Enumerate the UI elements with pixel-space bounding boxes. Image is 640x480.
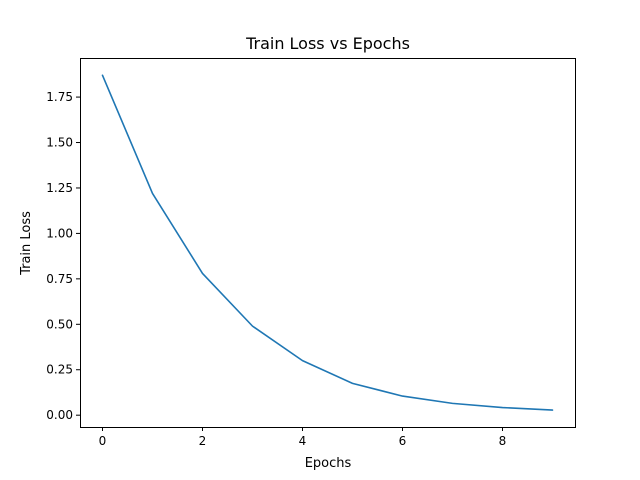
y-tick-label: 0.50 [46, 317, 73, 331]
x-axis-ticks: 0 2 4 6 8 [99, 427, 507, 448]
x-tick-label: 2 [199, 434, 207, 448]
y-tick-label: 1.75 [46, 90, 73, 104]
y-tick-label: 0.25 [46, 363, 73, 377]
y-tick-label: 1.00 [46, 226, 73, 240]
x-axis-label: Epochs [305, 456, 352, 471]
train-loss-line [101, 74, 554, 411]
series-layer [101, 74, 554, 411]
x-tick-label: 6 [399, 434, 407, 448]
chart-title: Train Loss vs Epochs [245, 34, 410, 53]
plot-area: 0 2 4 6 8 0.00 0.25 0.50 0.75 1.00 1.25 1.50 1.75 [46, 58, 576, 448]
y-axis-label: Train Loss [19, 211, 34, 276]
y-tick-label: 1.50 [46, 136, 73, 150]
y-axis-ticks: 0.00 0.25 0.50 0.75 1.00 1.25 1.50 1.75 [46, 90, 80, 422]
y-tick-label: 1.25 [46, 181, 73, 195]
x-tick-label: 4 [299, 434, 307, 448]
y-tick-label: 0.00 [46, 408, 73, 422]
axes-frame [80, 58, 576, 428]
x-tick-label: 8 [499, 434, 507, 448]
y-tick-label: 0.75 [46, 272, 73, 286]
x-tick-label: 0 [99, 434, 107, 448]
